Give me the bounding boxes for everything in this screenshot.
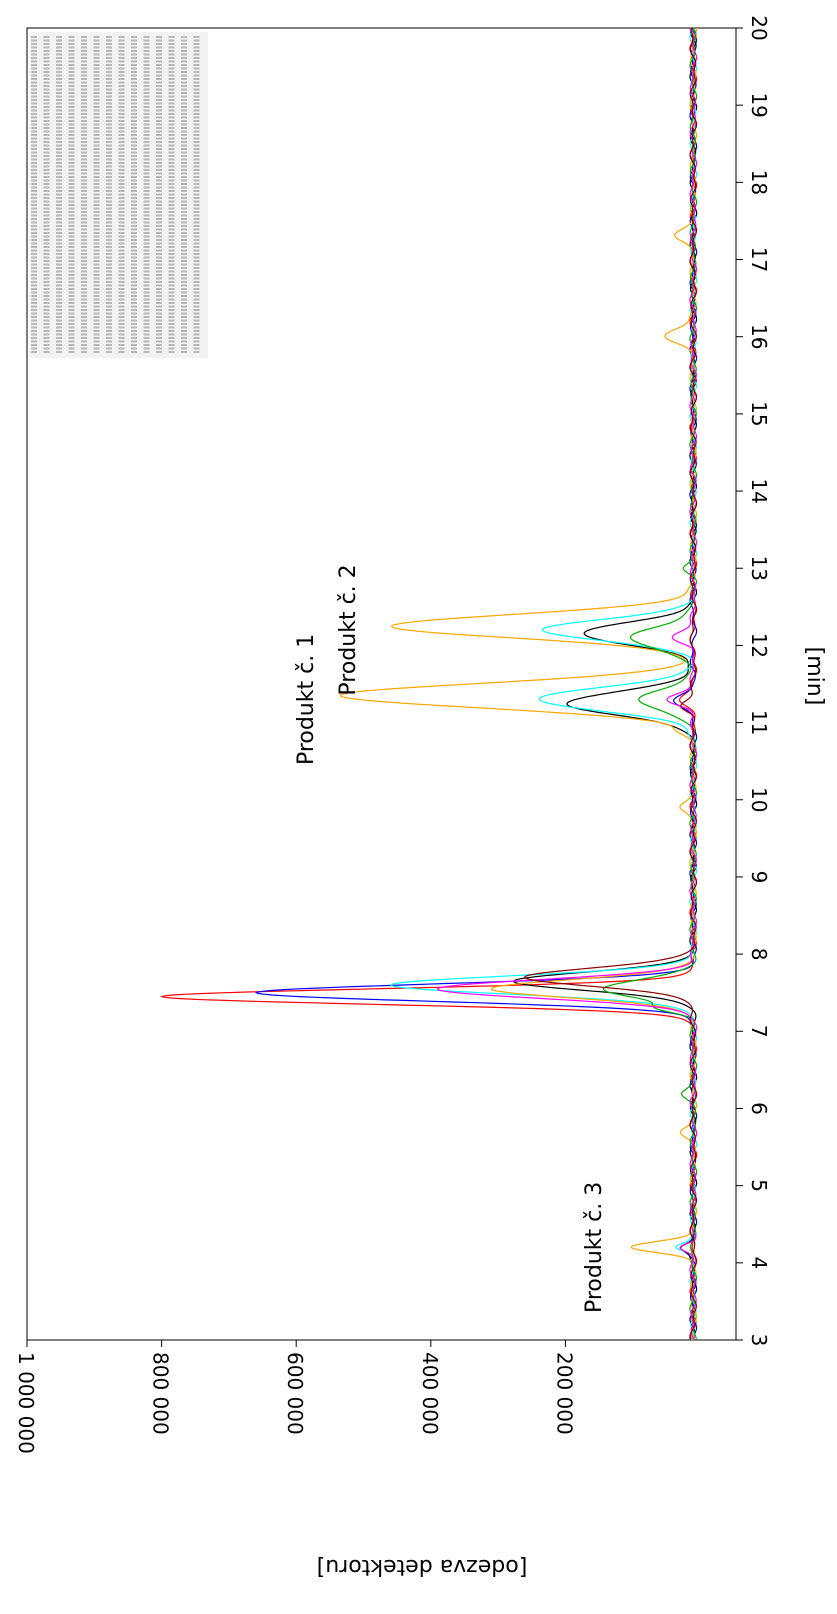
series-line bbox=[523, 27, 698, 1341]
series-line bbox=[602, 27, 698, 1340]
peak-annotation: Produkt č. 2 bbox=[336, 564, 361, 695]
x-tick-label: 12 bbox=[747, 633, 771, 658]
legend-area bbox=[30, 32, 208, 358]
x-tick-label: 13 bbox=[747, 556, 771, 581]
y-tick-label: 600 000 bbox=[283, 1352, 307, 1435]
y-axis-label: [odezva detektoru] bbox=[317, 1554, 528, 1579]
x-tick-label: 19 bbox=[747, 92, 771, 117]
y-tick-label: 1 000 000 bbox=[14, 1352, 38, 1454]
annotations: Produkt č. 1 Produkt č. 2 Produkt č. 3 bbox=[294, 564, 607, 1313]
x-tick-label: 14 bbox=[747, 478, 771, 503]
x-tick-label: 8 bbox=[747, 948, 771, 961]
series-group bbox=[159, 27, 698, 1341]
x-tick-label: 16 bbox=[747, 324, 771, 349]
x-tick-label: 11 bbox=[747, 710, 771, 735]
x-tick-label: 5 bbox=[747, 1179, 771, 1192]
x-tick-label: 15 bbox=[747, 401, 771, 426]
y-axis: 1 000 000 800 000 600 000 400 000 200 000 bbox=[14, 1340, 576, 1454]
x-tick-label: 20 bbox=[747, 15, 771, 40]
x-axis-label: [min] bbox=[802, 647, 827, 706]
y-tick-label: 400 000 bbox=[418, 1352, 442, 1435]
x-tick-label: 4 bbox=[747, 1256, 771, 1269]
y-tick-label: 200 000 bbox=[552, 1352, 576, 1435]
x-tick-label: 18 bbox=[747, 170, 771, 195]
x-axis: 3 4 5 6 7 8 9 10 11 12 13 14 15 16 17 18 19 20 bbox=[736, 15, 771, 1346]
x-tick-label: 6 bbox=[747, 1102, 771, 1115]
x-tick-label: 17 bbox=[747, 247, 771, 272]
x-tick-label: 9 bbox=[747, 871, 771, 884]
peak-annotation: Produkt č. 3 bbox=[582, 1182, 607, 1313]
peak-annotation: Produkt č. 1 bbox=[294, 634, 319, 765]
x-tick-label: 7 bbox=[747, 1025, 771, 1038]
x-tick-label: 3 bbox=[747, 1334, 771, 1347]
y-tick-label: 800 000 bbox=[149, 1352, 173, 1435]
x-tick-label: 10 bbox=[747, 787, 771, 812]
